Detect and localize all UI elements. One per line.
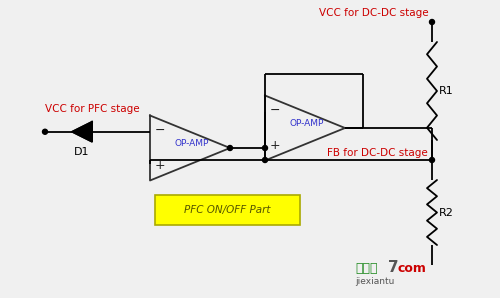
Text: −: −	[270, 104, 280, 117]
Text: +: +	[155, 159, 166, 172]
Polygon shape	[72, 122, 92, 142]
Text: VCC for DC-DC stage: VCC for DC-DC stage	[320, 8, 429, 18]
Text: 7: 7	[388, 260, 398, 275]
Circle shape	[262, 158, 268, 162]
Text: D1: D1	[74, 147, 90, 157]
Text: −: −	[155, 124, 166, 137]
Text: 接线图: 接线图	[355, 262, 378, 274]
Text: jiexiantu: jiexiantu	[355, 277, 395, 286]
Text: +: +	[270, 139, 280, 152]
Text: VCC for PFC stage: VCC for PFC stage	[45, 104, 140, 114]
Text: OP-AMP: OP-AMP	[175, 139, 209, 148]
Text: com: com	[397, 262, 426, 274]
Text: OP-AMP: OP-AMP	[290, 119, 324, 128]
Text: R1: R1	[439, 86, 454, 96]
Text: R2: R2	[439, 207, 454, 218]
Circle shape	[228, 145, 232, 150]
Circle shape	[42, 129, 48, 134]
Text: PFC ON/OFF Part: PFC ON/OFF Part	[184, 205, 271, 215]
Circle shape	[430, 158, 434, 162]
Text: FB for DC-DC stage: FB for DC-DC stage	[327, 148, 428, 158]
Circle shape	[262, 145, 268, 150]
FancyBboxPatch shape	[155, 195, 300, 225]
Circle shape	[430, 19, 434, 24]
